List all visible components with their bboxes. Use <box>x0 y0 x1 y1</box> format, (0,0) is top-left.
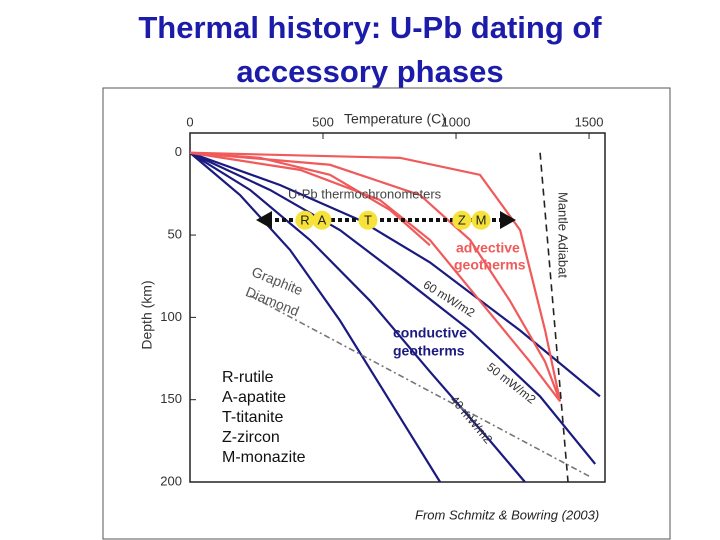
arrow-head <box>256 211 272 229</box>
series-line <box>249 294 591 478</box>
point <box>312 210 332 230</box>
point-label: M <box>476 213 487 228</box>
source: From Schmitz & Bowring (2003) <box>415 507 599 522</box>
series-line <box>189 151 561 403</box>
key-item: R-rutile <box>222 369 274 386</box>
y-tick-label: 150 <box>160 391 182 406</box>
series-line <box>189 151 562 402</box>
annotation: conductive <box>393 325 467 341</box>
y-tick-label: 200 <box>160 473 182 488</box>
arrow-head <box>500 211 516 229</box>
y-tick-label: 0 <box>175 144 182 159</box>
figure-frame <box>102 87 671 540</box>
x-tick-label: 1500 <box>575 114 604 129</box>
plot-area <box>189 133 601 483</box>
series-line <box>189 151 562 402</box>
slide-title: Thermal history: U-Pb dating of accessor… <box>138 10 602 89</box>
series-line <box>189 151 526 483</box>
key-item: M-monazite <box>222 449 306 466</box>
point-label: Z <box>458 213 466 228</box>
y-tick-label: 100 <box>160 309 182 324</box>
key-item: A-apatite <box>222 389 286 406</box>
point <box>452 210 472 230</box>
point <box>295 210 315 230</box>
point-label: R <box>300 213 309 228</box>
annotation: U-Pb thermochronometers <box>288 186 442 201</box>
point <box>471 210 491 230</box>
x-tick-label: 0 <box>186 114 193 129</box>
series-line <box>189 151 441 483</box>
line-label: Mantle Adiabat <box>556 192 571 278</box>
annotation: geotherms <box>393 343 465 359</box>
x-tick-label: 1000 <box>442 114 471 129</box>
key-item: T-titanite <box>222 409 283 426</box>
point <box>358 210 378 230</box>
series-line <box>189 151 597 465</box>
y-tick-label: 50 <box>168 227 182 242</box>
key: R-rutile A-apatite T-titanite Z-zircon M-mon… <box>222 369 306 466</box>
annotation: advective <box>456 240 520 256</box>
point-label: T <box>364 213 372 228</box>
x-axis-label: Temperature (C) <box>344 111 446 127</box>
y-axis-label: Depth (km) <box>139 280 155 349</box>
plot-frame <box>189 132 606 483</box>
x-tick-label: 500 <box>312 114 334 129</box>
annotation: geotherms <box>454 257 526 273</box>
key-item: Z-zircon <box>222 429 280 446</box>
point-label: A <box>318 213 327 228</box>
